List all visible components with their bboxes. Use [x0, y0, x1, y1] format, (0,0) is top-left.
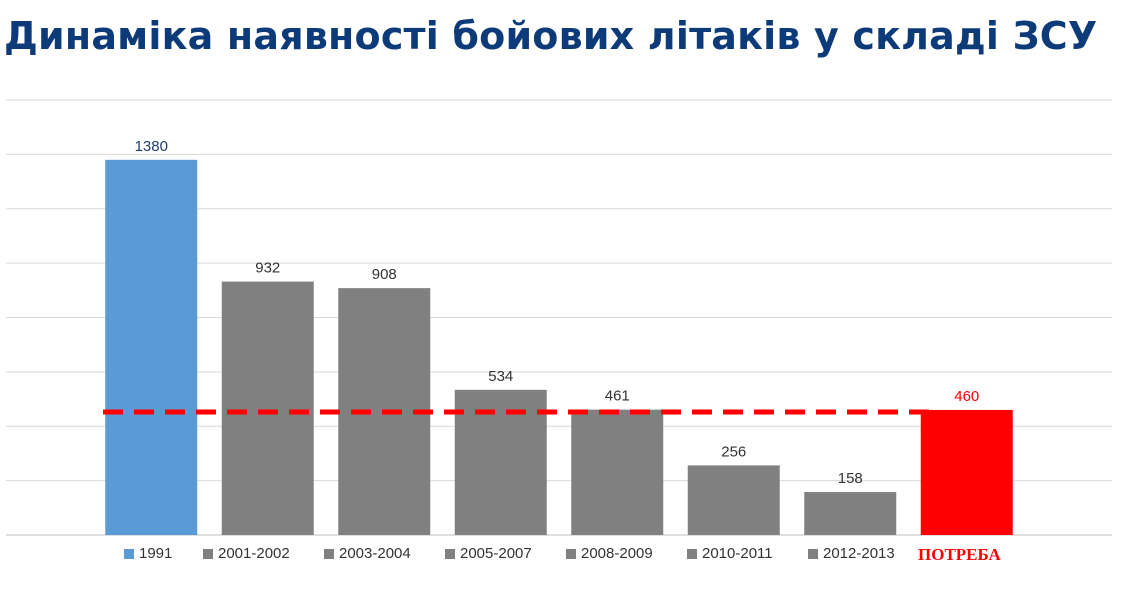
- legend-item-3: 2005-2007: [445, 545, 532, 562]
- legend-item-7: ПОТРЕБА: [918, 545, 1001, 565]
- legend-item-2: 2003-2004: [324, 545, 411, 562]
- bar-0: [105, 159, 198, 535]
- legend-swatch: [324, 548, 334, 559]
- data-label-3: 534: [488, 368, 513, 385]
- legend-item-1: 2001-2002: [203, 545, 290, 562]
- data-label-1: 932: [255, 260, 280, 277]
- data-labels: 1380 932 908 534 461 256 158 460: [135, 138, 980, 487]
- bar-7: [920, 409, 1013, 535]
- legend-label: 2003-2004: [339, 545, 411, 562]
- legend-swatch: [203, 548, 213, 559]
- legend-label: 2012-2013: [823, 545, 895, 562]
- legend-label: 2005-2007: [460, 545, 532, 562]
- bar-chart: 1380 932 908 534 461 256 158 460: [6, 99, 1112, 536]
- chart-title: Динаміка наявності бойових літаків у скл…: [4, 14, 1098, 58]
- legend-item-5: 2010-2011: [687, 545, 773, 562]
- data-label-2: 908: [372, 266, 397, 283]
- bars: [105, 159, 1013, 535]
- legend: 1991 2001-2002 2003-2004 2005-2007 2008-2009…: [0, 545, 1139, 567]
- data-label-7: 460: [954, 388, 979, 405]
- legend-label: 2008-2009: [581, 545, 653, 562]
- legend-label: ПОТРЕБА: [918, 545, 1001, 564]
- data-label-0: 1380: [135, 138, 168, 155]
- legend-label: 2010-2011: [702, 545, 773, 562]
- legend-label: 2001-2002: [218, 545, 290, 562]
- legend-label: 1991: [139, 545, 173, 562]
- data-label-4: 461: [605, 388, 630, 405]
- legend-item-4: 2008-2009: [566, 545, 653, 562]
- bar-3: [454, 389, 547, 535]
- bar-5: [687, 465, 780, 535]
- legend-item-6: 2012-2013: [808, 545, 895, 562]
- legend-swatch: [124, 548, 134, 559]
- data-label-6: 158: [838, 470, 863, 487]
- legend-swatch: [687, 548, 697, 559]
- legend-swatch: [808, 548, 818, 559]
- legend-swatch: [566, 548, 576, 559]
- bar-4: [571, 409, 664, 535]
- bar-6: [804, 492, 897, 535]
- data-label-5: 256: [721, 443, 746, 460]
- bar-1: [221, 281, 314, 535]
- legend-item-0: 1991: [124, 545, 172, 562]
- legend-swatch: [445, 548, 455, 559]
